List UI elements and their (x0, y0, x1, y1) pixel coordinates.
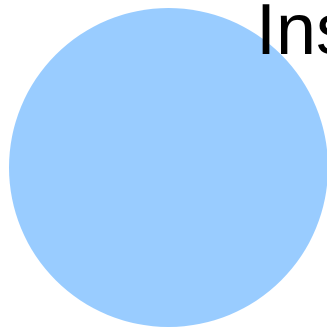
blue-circle (9, 8, 327, 327)
cropped-label: Ins (256, 0, 327, 70)
